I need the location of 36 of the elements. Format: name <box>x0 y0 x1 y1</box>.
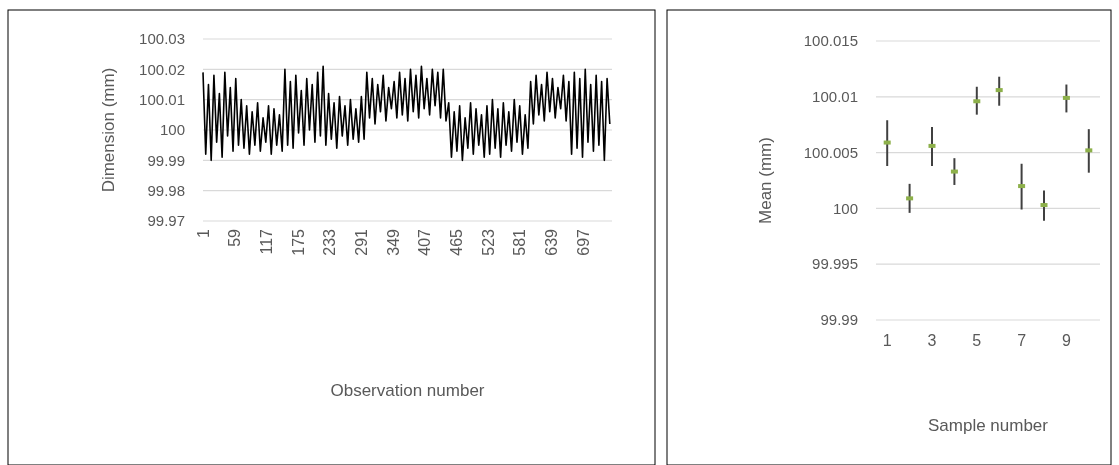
y-tick-label: 100 <box>832 199 858 217</box>
y-tick-label: 100.01 <box>812 88 858 106</box>
x-tick-label: 9 <box>1061 331 1071 349</box>
y-tick-label: 99.99 <box>820 311 858 329</box>
x-tick-label: 1 <box>194 228 212 238</box>
x-tick-label: 697 <box>574 228 592 256</box>
x-tick-label: 465 <box>447 228 465 256</box>
x-tick-label: 349 <box>384 228 402 256</box>
x-axis-title: Sample number <box>927 415 1049 435</box>
y-tick-label: 99.98 <box>147 181 185 199</box>
line-series <box>202 65 611 162</box>
x-tick-label: 175 <box>289 228 307 256</box>
y-tick-label: 99.995 <box>812 255 858 273</box>
x-tick-label: 5 <box>972 331 982 349</box>
x-tick-label: 233 <box>321 228 339 256</box>
y-tick-label: 100.005 <box>803 143 858 161</box>
y-tick-label: 99.99 <box>147 151 185 169</box>
y-tick-label: 100.015 <box>803 32 858 50</box>
x-axis-title: Observation number <box>330 380 485 400</box>
y-tick-label: 100.01 <box>139 90 185 108</box>
y-axis-title: Mean (mm) <box>755 137 775 224</box>
x-tick-label: 7 <box>1017 331 1027 349</box>
y-axis-title: Dimension (mm) <box>98 67 118 193</box>
x-tick-label: 639 <box>542 228 560 256</box>
x-tick-label: 1 <box>882 331 892 349</box>
x-tick-label: 291 <box>352 228 370 256</box>
x-tick-label: 407 <box>416 228 434 256</box>
y-tick-label: 100.02 <box>139 60 185 78</box>
x-tick-label: 59 <box>226 228 244 247</box>
x-tick-label: 581 <box>511 228 529 256</box>
y-tick-label: 100 <box>159 121 185 139</box>
x-tick-label: 523 <box>479 228 497 256</box>
y-tick-label: 99.97 <box>147 212 185 230</box>
y-tick-label: 100.03 <box>139 30 185 48</box>
x-tick-label: 3 <box>927 331 937 349</box>
x-tick-label: 117 <box>257 228 275 255</box>
